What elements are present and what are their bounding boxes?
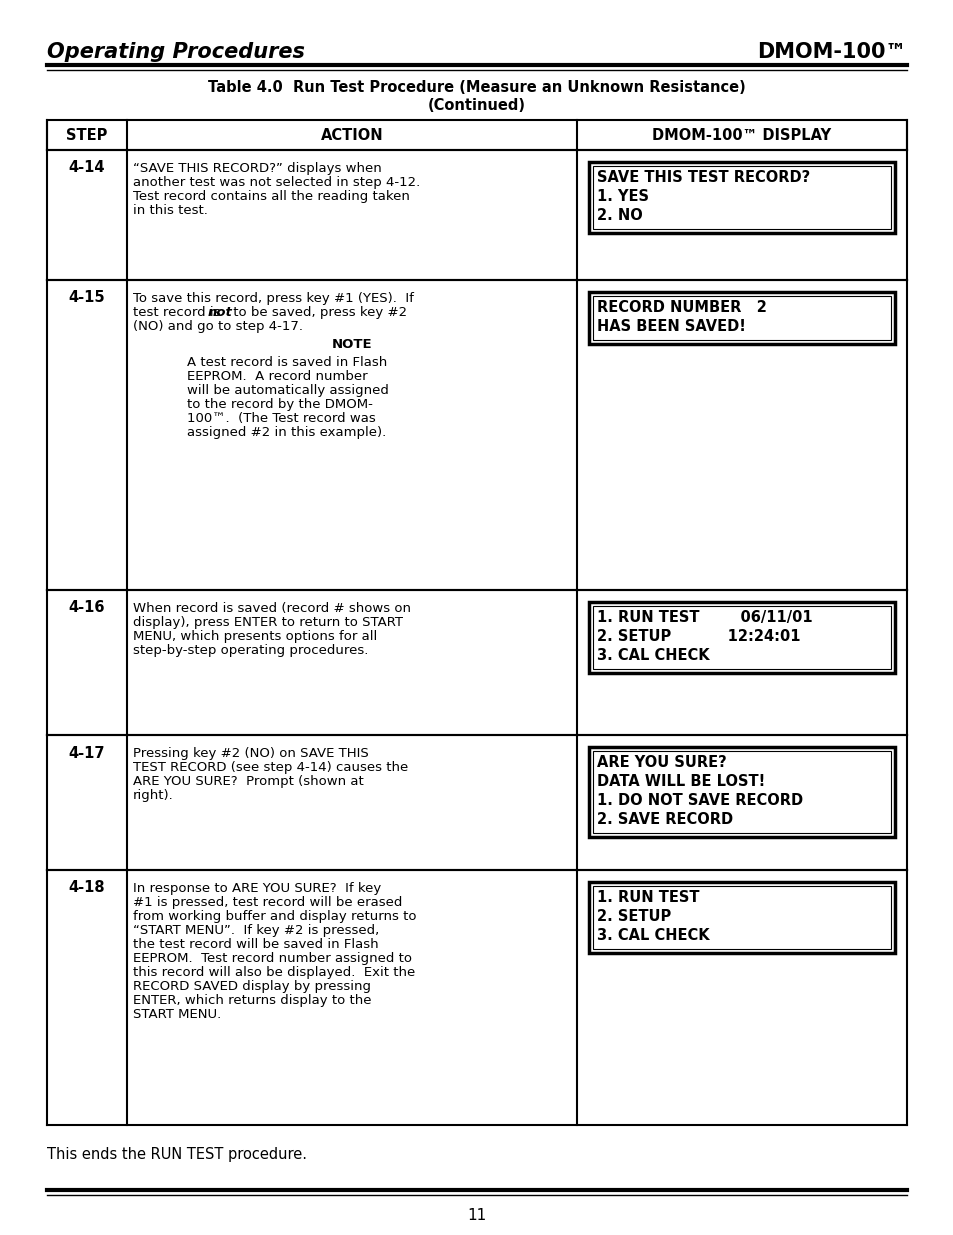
Text: from working buffer and display returns to: from working buffer and display returns …	[132, 910, 416, 923]
Text: Table 4.0  Run Test Procedure (Measure an Unknown Resistance): Table 4.0 Run Test Procedure (Measure an…	[208, 80, 745, 95]
Bar	[47, 120, 906, 149]
Text: EEPROM.  Test record number assigned to: EEPROM. Test record number assigned to	[132, 952, 412, 965]
Text: In response to ARE YOU SURE?  If key: In response to ARE YOU SURE? If key	[132, 882, 381, 895]
Text: DATA WILL BE LOST!: DATA WILL BE LOST!	[597, 774, 764, 789]
Bar	[593, 606, 890, 669]
Text: in this test.: in this test.	[132, 204, 208, 217]
Text: assigned #2 in this example).: assigned #2 in this example).	[187, 426, 386, 438]
Text: MENU, which presents options for all: MENU, which presents options for all	[132, 630, 376, 643]
Text: RECORD NUMBER   2: RECORD NUMBER 2	[597, 300, 766, 315]
Bar	[588, 162, 894, 233]
Text: the test record will be saved in Flash: the test record will be saved in Flash	[132, 939, 378, 951]
Text: 2. NO: 2. NO	[597, 207, 642, 224]
Text: will be automatically assigned: will be automatically assigned	[187, 384, 389, 396]
Text: ACTION: ACTION	[320, 127, 383, 142]
Text: STEP: STEP	[67, 127, 108, 142]
Text: SAVE THIS TEST RECORD?: SAVE THIS TEST RECORD?	[597, 170, 809, 185]
Text: DMOM-100™ DISPLAY: DMOM-100™ DISPLAY	[652, 127, 831, 142]
Bar	[593, 751, 890, 832]
Text: 100™.  (The Test record was: 100™. (The Test record was	[187, 412, 375, 425]
Text: 3. CAL CHECK: 3. CAL CHECK	[597, 927, 709, 944]
Text: “START MENU”.  If key #2 is pressed,: “START MENU”. If key #2 is pressed,	[132, 924, 379, 937]
Text: 4-18: 4-18	[69, 881, 105, 895]
Bar	[588, 291, 894, 345]
Text: START MENU.: START MENU.	[132, 1008, 221, 1021]
Text: to the record by the DMOM-: to the record by the DMOM-	[187, 398, 373, 411]
Text: this record will also be displayed.  Exit the: this record will also be displayed. Exit…	[132, 966, 415, 979]
Text: 1. YES: 1. YES	[597, 189, 648, 204]
Text: display), press ENTER to return to START: display), press ENTER to return to START	[132, 616, 402, 629]
Text: #1 is pressed, test record will be erased: #1 is pressed, test record will be erase…	[132, 897, 402, 909]
Text: DMOM-100™: DMOM-100™	[757, 42, 906, 62]
Text: Operating Procedures: Operating Procedures	[47, 42, 305, 62]
Text: ARE YOU SURE?  Prompt (shown at: ARE YOU SURE? Prompt (shown at	[132, 776, 363, 788]
Text: 3. CAL CHECK: 3. CAL CHECK	[597, 648, 709, 663]
Text: to be saved, press key #2: to be saved, press key #2	[229, 306, 407, 319]
Text: 2. SAVE RECORD: 2. SAVE RECORD	[597, 811, 732, 827]
Text: 4-17: 4-17	[69, 746, 105, 761]
Bar	[588, 747, 894, 837]
Text: This ends the RUN TEST procedure.: This ends the RUN TEST procedure.	[47, 1147, 307, 1162]
Text: Test record contains all the reading taken: Test record contains all the reading tak…	[132, 190, 410, 203]
Text: Pressing key #2 (NO) on SAVE THIS: Pressing key #2 (NO) on SAVE THIS	[132, 747, 369, 760]
Bar	[588, 882, 894, 953]
Text: 1. RUN TEST        06/11/01: 1. RUN TEST 06/11/01	[597, 610, 812, 625]
Text: To save this record, press key #1 (YES).  If: To save this record, press key #1 (YES).…	[132, 291, 414, 305]
Text: “SAVE THIS RECORD?” displays when: “SAVE THIS RECORD?” displays when	[132, 162, 381, 175]
Text: another test was not selected in step 4-12.: another test was not selected in step 4-…	[132, 177, 420, 189]
Text: 4-16: 4-16	[69, 600, 105, 615]
Text: 4-14: 4-14	[69, 161, 105, 175]
Text: 2. SETUP           12:24:01: 2. SETUP 12:24:01	[597, 629, 800, 643]
Bar	[593, 296, 890, 340]
Text: ARE YOU SURE?: ARE YOU SURE?	[597, 755, 726, 769]
Text: test record is: test record is	[132, 306, 225, 319]
Text: HAS BEEN SAVED!: HAS BEEN SAVED!	[597, 319, 745, 333]
Bar	[593, 165, 890, 228]
Text: right).: right).	[132, 789, 173, 802]
Text: not: not	[208, 306, 233, 319]
Text: (Continued): (Continued)	[428, 99, 525, 114]
Text: When record is saved (record # shows on: When record is saved (record # shows on	[132, 601, 411, 615]
Bar	[588, 601, 894, 673]
Text: (NO) and go to step 4-17.: (NO) and go to step 4-17.	[132, 320, 303, 333]
Text: step-by-step operating procedures.: step-by-step operating procedures.	[132, 643, 368, 657]
Bar	[593, 885, 890, 948]
Text: ENTER, which returns display to the: ENTER, which returns display to the	[132, 994, 371, 1007]
Text: NOTE: NOTE	[332, 338, 372, 351]
Text: A test record is saved in Flash: A test record is saved in Flash	[187, 356, 387, 369]
Text: EEPROM.  A record number: EEPROM. A record number	[187, 370, 367, 383]
Text: 11: 11	[467, 1208, 486, 1223]
Text: 4-15: 4-15	[69, 290, 105, 305]
Text: 1. RUN TEST: 1. RUN TEST	[597, 890, 699, 905]
Text: 2. SETUP: 2. SETUP	[597, 909, 671, 924]
Text: TEST RECORD (see step 4-14) causes the: TEST RECORD (see step 4-14) causes the	[132, 761, 408, 774]
Text: RECORD SAVED display by pressing: RECORD SAVED display by pressing	[132, 981, 371, 993]
Text: 1. DO NOT SAVE RECORD: 1. DO NOT SAVE RECORD	[597, 793, 802, 808]
